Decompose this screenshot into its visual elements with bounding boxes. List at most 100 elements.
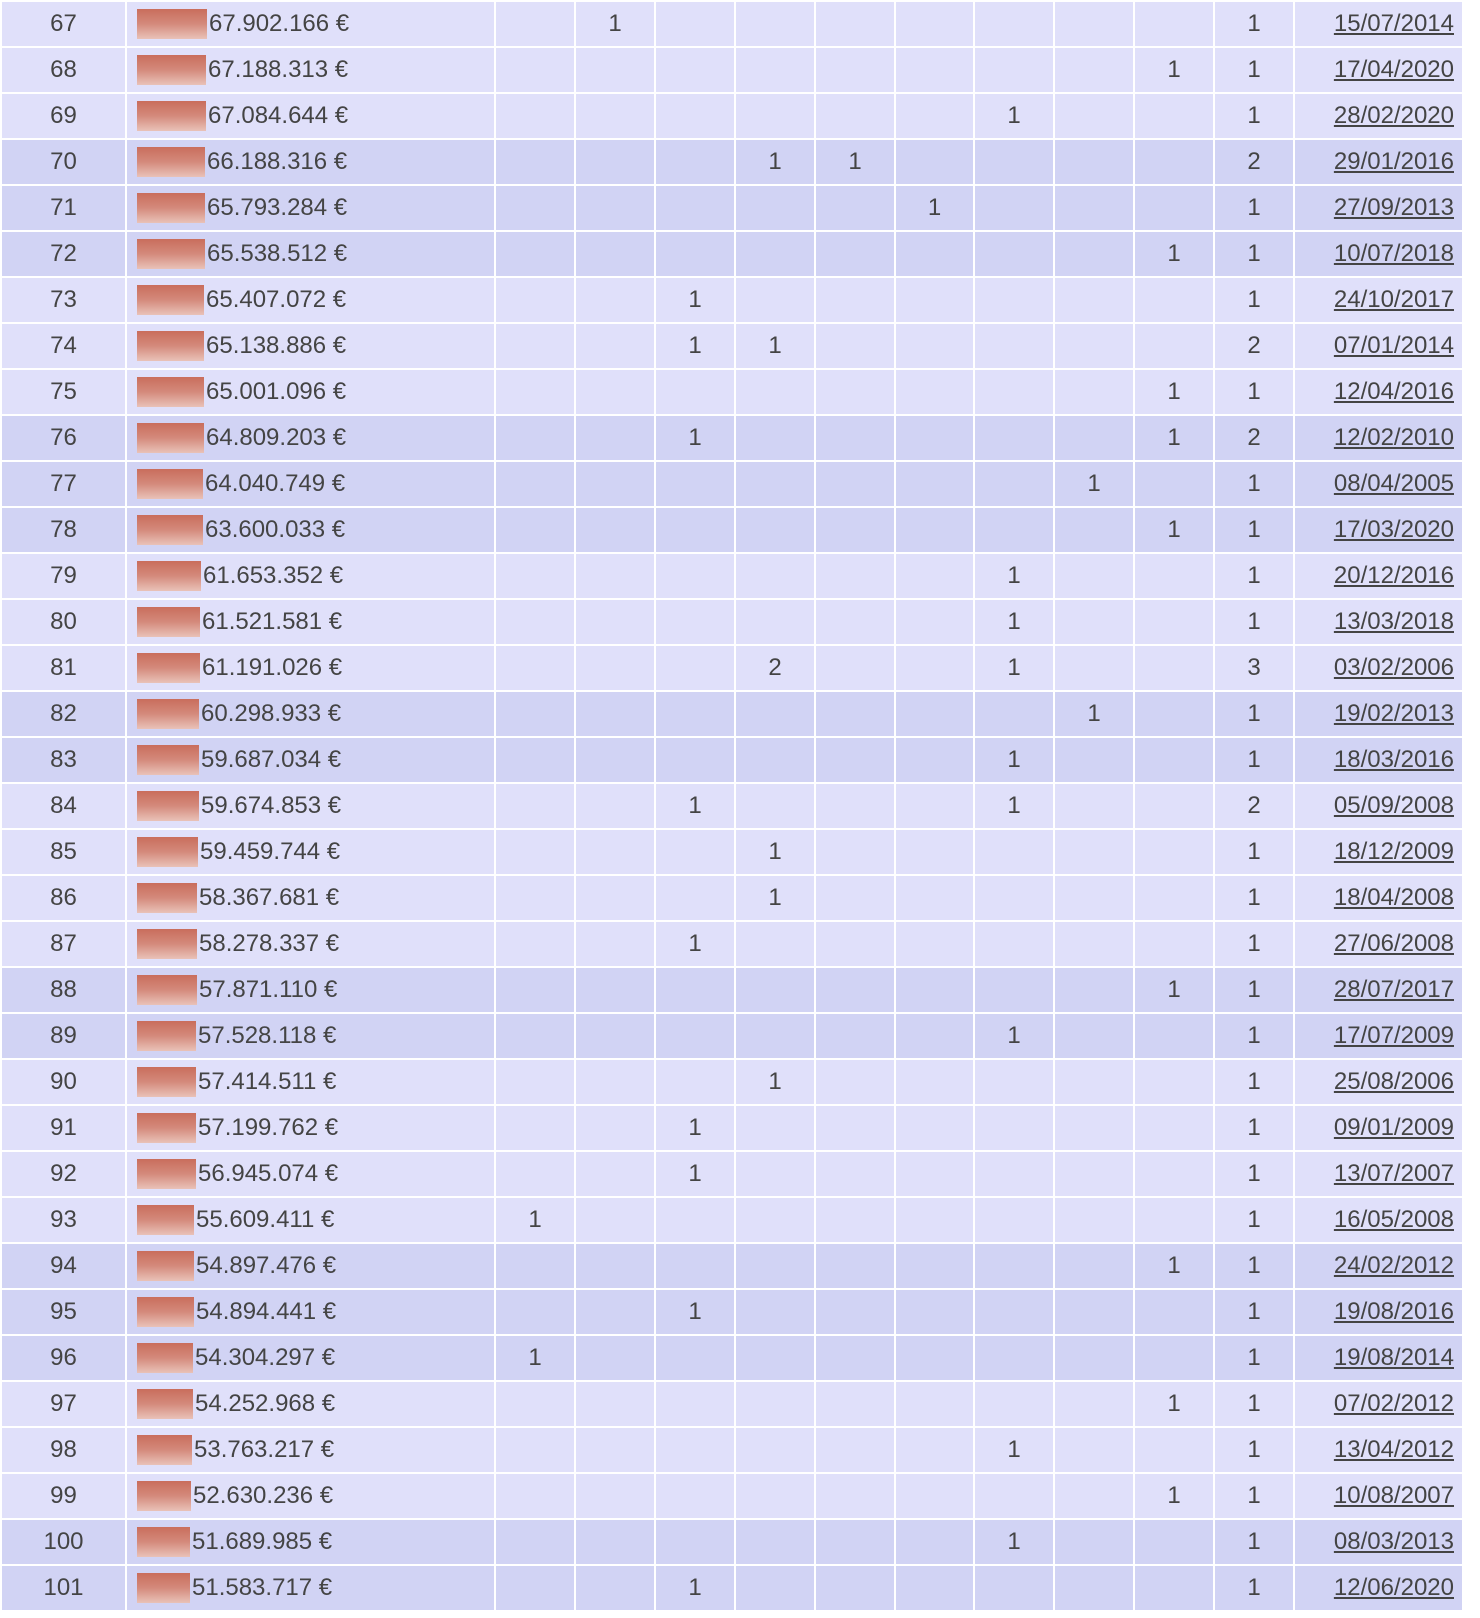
amount-text: 57.871.110 € bbox=[199, 976, 338, 1003]
amount-text: 64.040.749 € bbox=[205, 470, 346, 497]
date-link[interactable]: 27/09/2013 bbox=[1333, 194, 1454, 221]
count-cell bbox=[894, 92, 975, 140]
date-link[interactable]: 12/02/2010 bbox=[1333, 424, 1454, 451]
amount-bar bbox=[137, 1527, 190, 1557]
count-cell bbox=[654, 828, 736, 876]
date-link[interactable]: 10/08/2007 bbox=[1333, 1482, 1454, 1509]
table-row: 89 57.528.118 € 1 1 17/07/2009 bbox=[0, 1012, 1464, 1060]
date-link[interactable]: 17/07/2009 bbox=[1333, 1022, 1454, 1049]
count-cell bbox=[734, 368, 816, 416]
date-link[interactable]: 13/07/2007 bbox=[1333, 1160, 1454, 1187]
count-cell bbox=[814, 966, 896, 1014]
count-cell: 1 bbox=[494, 1196, 576, 1244]
date-link[interactable]: 13/04/2012 bbox=[1333, 1436, 1454, 1463]
count-cell bbox=[1133, 690, 1215, 738]
total-cell: 1 bbox=[1213, 1518, 1295, 1566]
date-cell: 18/03/2016 bbox=[1293, 736, 1464, 784]
count-cell bbox=[814, 828, 896, 876]
count-cell bbox=[574, 736, 656, 784]
date-link[interactable]: 19/02/2013 bbox=[1333, 700, 1454, 727]
total-cell: 1 bbox=[1213, 1012, 1295, 1060]
rank-cell: 71 bbox=[0, 184, 127, 232]
count-cell bbox=[1053, 598, 1135, 646]
date-link[interactable]: 24/02/2012 bbox=[1333, 1252, 1454, 1279]
date-link[interactable]: 16/05/2008 bbox=[1333, 1206, 1454, 1233]
date-link[interactable]: 25/08/2006 bbox=[1333, 1068, 1454, 1095]
count-cell bbox=[1053, 138, 1135, 186]
count-cell bbox=[574, 368, 656, 416]
count-cell bbox=[654, 1058, 736, 1106]
date-link[interactable]: 12/06/2020 bbox=[1333, 1574, 1454, 1601]
count-cell bbox=[1133, 1564, 1215, 1612]
count-cell bbox=[1133, 1334, 1215, 1382]
date-link[interactable]: 10/07/2018 bbox=[1333, 240, 1454, 267]
date-link[interactable]: 24/10/2017 bbox=[1333, 286, 1454, 313]
count-cell bbox=[973, 1472, 1055, 1520]
date-link[interactable]: 28/02/2020 bbox=[1333, 102, 1454, 129]
rank-cell: 77 bbox=[0, 460, 127, 508]
rank-cell: 99 bbox=[0, 1472, 127, 1520]
table-row: 86 58.367.681 € 1 1 18/04/2008 bbox=[0, 874, 1464, 922]
count-cell bbox=[894, 230, 975, 278]
table-row: 70 66.188.316 € 1 1 2 29/01/2016 bbox=[0, 138, 1464, 186]
date-link[interactable]: 28/07/2017 bbox=[1333, 976, 1454, 1003]
amount-bar bbox=[137, 193, 205, 223]
date-link[interactable]: 07/01/2014 bbox=[1333, 332, 1454, 359]
date-link[interactable]: 18/04/2008 bbox=[1333, 884, 1454, 911]
count-cell: 2 bbox=[734, 644, 816, 692]
date-link[interactable]: 08/04/2005 bbox=[1333, 470, 1454, 497]
total-cell: 2 bbox=[1213, 414, 1295, 462]
count-cell bbox=[494, 690, 576, 738]
count-cell bbox=[734, 1104, 816, 1152]
count-cell bbox=[494, 460, 576, 508]
date-cell: 17/03/2020 bbox=[1293, 506, 1464, 554]
count-cell bbox=[894, 736, 975, 784]
amount-bar bbox=[137, 101, 206, 131]
date-link[interactable]: 07/02/2012 bbox=[1333, 1390, 1454, 1417]
table-row: 67 67.902.166 € 1 1 15/07/2014 bbox=[0, 0, 1464, 48]
count-cell bbox=[734, 46, 816, 94]
date-cell: 09/01/2009 bbox=[1293, 1104, 1464, 1152]
date-link[interactable]: 09/01/2009 bbox=[1333, 1114, 1454, 1141]
amount-cell: 57.199.762 € bbox=[125, 1104, 496, 1152]
count-cell bbox=[973, 920, 1055, 968]
total-cell: 1 bbox=[1213, 598, 1295, 646]
date-link[interactable]: 29/01/2016 bbox=[1333, 148, 1454, 175]
date-link[interactable]: 12/04/2016 bbox=[1333, 378, 1454, 405]
count-cell bbox=[894, 1472, 975, 1520]
count-cell: 1 bbox=[1133, 1242, 1215, 1290]
date-link[interactable]: 27/06/2008 bbox=[1333, 930, 1454, 957]
date-link[interactable]: 20/12/2016 bbox=[1333, 562, 1454, 589]
count-cell bbox=[734, 1196, 816, 1244]
count-cell bbox=[814, 690, 896, 738]
date-link[interactable]: 15/07/2014 bbox=[1333, 10, 1454, 37]
count-cell bbox=[734, 460, 816, 508]
amount-bar bbox=[137, 1343, 193, 1373]
date-link[interactable]: 03/02/2006 bbox=[1333, 654, 1454, 681]
count-cell bbox=[973, 414, 1055, 462]
date-link[interactable]: 18/12/2009 bbox=[1333, 838, 1454, 865]
amount-bar bbox=[137, 55, 206, 85]
count-cell bbox=[654, 1426, 736, 1474]
date-link[interactable]: 18/03/2016 bbox=[1333, 746, 1454, 773]
count-cell: 1 bbox=[654, 276, 736, 324]
date-link[interactable]: 19/08/2014 bbox=[1333, 1344, 1454, 1371]
count-cell bbox=[1133, 1104, 1215, 1152]
rank-cell: 95 bbox=[0, 1288, 127, 1336]
date-link[interactable]: 17/04/2020 bbox=[1333, 56, 1454, 83]
date-link[interactable]: 05/09/2008 bbox=[1333, 792, 1454, 819]
date-link[interactable]: 13/03/2018 bbox=[1333, 608, 1454, 635]
date-link[interactable]: 17/03/2020 bbox=[1333, 516, 1454, 543]
count-cell bbox=[814, 1518, 896, 1566]
amount-bar bbox=[137, 1435, 192, 1465]
rank-cell: 83 bbox=[0, 736, 127, 784]
count-cell bbox=[574, 460, 656, 508]
count-cell bbox=[973, 0, 1055, 48]
count-cell bbox=[654, 184, 736, 232]
count-cell bbox=[734, 1518, 816, 1566]
count-cell bbox=[654, 736, 736, 784]
amount-cell: 59.459.744 € bbox=[125, 828, 496, 876]
date-cell: 10/07/2018 bbox=[1293, 230, 1464, 278]
date-link[interactable]: 08/03/2013 bbox=[1333, 1528, 1454, 1555]
date-link[interactable]: 19/08/2016 bbox=[1333, 1298, 1454, 1325]
